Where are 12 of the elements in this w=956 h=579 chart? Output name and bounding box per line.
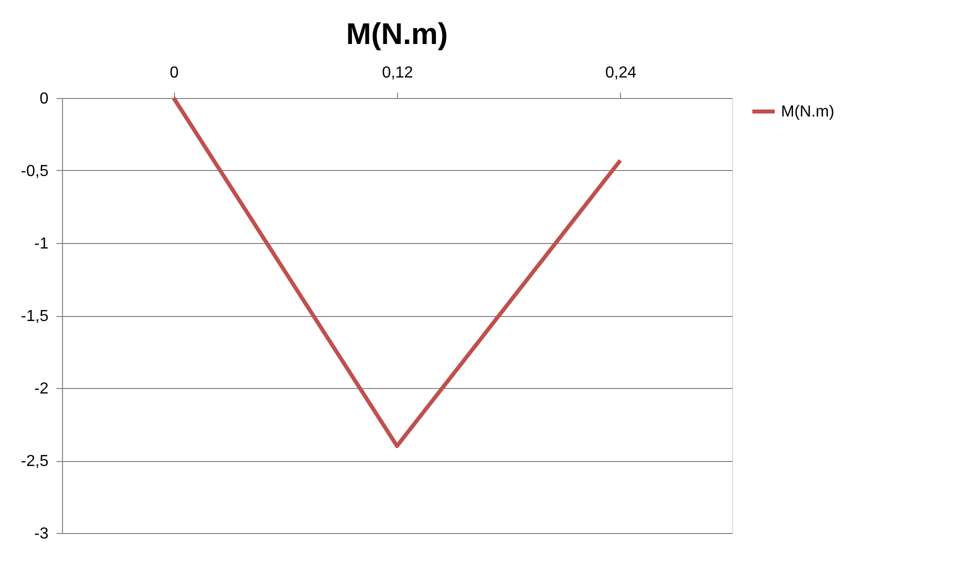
legend-label: M(N.m) xyxy=(781,104,834,120)
y-tick-label: -3 xyxy=(34,526,49,542)
x-tick-label: 0 xyxy=(170,64,179,82)
x-tick-label: 0,24 xyxy=(605,64,637,82)
y-tick-label: 0 xyxy=(40,90,49,108)
y-tick-label: -2,5 xyxy=(20,453,49,470)
y-tick-label: -0,5 xyxy=(20,163,49,180)
y-tick-label: -1,5 xyxy=(20,308,49,325)
x-tick-label: 0,12 xyxy=(382,64,414,82)
chart-title: M(N.m) xyxy=(346,18,448,51)
y-tick-label: -1 xyxy=(34,236,49,252)
y-tick-label: -2 xyxy=(34,380,49,398)
